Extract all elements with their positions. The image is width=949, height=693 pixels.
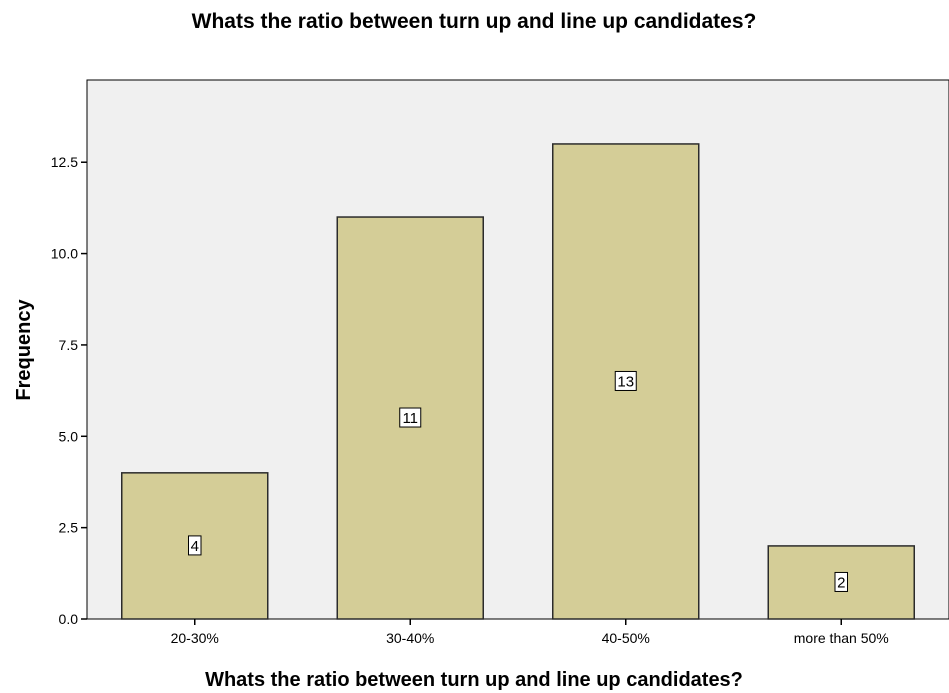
data-label-box (188, 535, 202, 556)
y-axis-label: Frequency (13, 299, 35, 401)
x-tick-label: 30-40% (386, 630, 434, 646)
data-label-box (614, 370, 637, 391)
data-label: 2 (837, 574, 845, 591)
y-tick-label: 7.5 (59, 337, 79, 353)
data-label: 13 (617, 373, 634, 390)
y-tick-label: 2.5 (59, 520, 79, 536)
data-label-box (834, 571, 848, 592)
y-tick-label: 12.5 (51, 154, 78, 170)
x-tick-label: more than 50% (794, 630, 889, 646)
y-axis: 0.0 2.5 5.0 7.5 10.0 12.5 (51, 154, 87, 627)
chart-title: Whats the ratio between turn up and line… (192, 10, 757, 33)
data-label: 4 (191, 538, 199, 555)
y-tick-label: 0.0 (59, 611, 79, 627)
y-tick-label: 5.0 (59, 428, 79, 444)
x-axis: 20-30% 30-40% 40-50% more than 50% (171, 619, 889, 646)
x-tick-label: 40-50% (602, 630, 650, 646)
x-tick-label: 20-30% (171, 630, 219, 646)
data-label: 11 (402, 410, 418, 427)
bars-group: 4 11 13 2 (121, 143, 915, 620)
data-label-box (399, 407, 422, 428)
y-tick-label: 10.0 (51, 246, 78, 262)
x-axis-label: Whats the ratio between turn up and line… (205, 669, 743, 691)
